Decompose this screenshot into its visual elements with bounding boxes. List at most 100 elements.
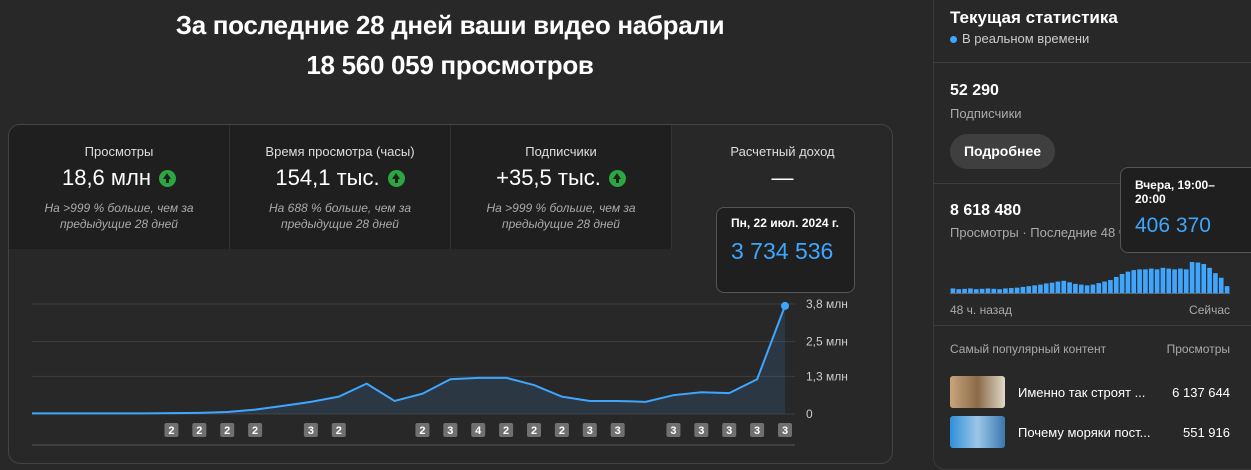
realtime-title: Текущая статистика — [950, 8, 1118, 27]
bar — [1090, 284, 1096, 293]
upload-count: 3 — [782, 425, 788, 437]
bar — [1218, 277, 1224, 293]
bar — [1073, 283, 1078, 293]
upload-marker — [694, 423, 709, 437]
video-thumbnail[interactable] — [950, 376, 1005, 408]
upload-marker — [471, 423, 486, 437]
top-content-metric: Просмотры — [1166, 342, 1230, 356]
tab-label: Время просмотра (часы) — [265, 144, 415, 159]
video-thumbnail[interactable] — [950, 416, 1005, 448]
bar — [1032, 285, 1037, 293]
upload-marker — [443, 423, 458, 437]
bar — [1178, 268, 1183, 293]
realtime-tooltip: Вчера, 19:00–20:00 406 370 — [1120, 167, 1251, 253]
bar — [968, 288, 973, 293]
y-tick-label: 0 — [806, 407, 813, 421]
up-icon — [159, 169, 177, 187]
live-indicator: В реальном времени — [950, 31, 1089, 46]
tab-value: 18,6 млн — [61, 165, 152, 190]
video-title[interactable]: Почему моряки пост... — [1018, 425, 1151, 440]
bar — [1143, 269, 1148, 293]
tab[interactable]: Просмотры 18,6 млн На >999 % больше, чем… — [9, 125, 230, 249]
realtime-bars — [950, 262, 1230, 294]
bar — [985, 288, 991, 293]
bar — [1043, 283, 1049, 293]
upload-marker — [303, 423, 318, 437]
upload-count: 2 — [224, 425, 230, 437]
bar — [991, 288, 997, 293]
chart-tooltip: Пн, 22 июл. 2024 г. 3 734 536 — [716, 207, 855, 293]
views-label: Просмотры · Последние 48 ч. — [950, 225, 1130, 240]
upload-marker — [248, 423, 263, 437]
bar — [1189, 262, 1195, 293]
bar — [1113, 276, 1119, 293]
upload-marker — [220, 423, 235, 437]
bar — [1038, 284, 1043, 293]
video-views: 551 916 — [1183, 425, 1230, 440]
bar — [1014, 287, 1020, 293]
details-button[interactable]: Подробнее — [950, 134, 1055, 169]
tooltip-value: 406 370 — [1135, 214, 1211, 237]
bar — [956, 289, 962, 293]
up-icon — [608, 169, 626, 187]
bar — [1102, 281, 1107, 293]
bar — [1137, 269, 1142, 293]
y-tick-label: 2,5 млн — [806, 335, 848, 349]
video-title[interactable]: Именно так строят ... — [1018, 385, 1146, 400]
bar — [1125, 271, 1131, 293]
top-content-header: Самый популярный контент — [950, 342, 1107, 356]
bar — [1183, 269, 1189, 293]
bar — [1160, 267, 1166, 293]
upload-count: 3 — [698, 425, 704, 437]
up-icon — [387, 169, 405, 187]
separator — [933, 183, 1251, 184]
upload-marker — [722, 423, 737, 437]
upload-count: 4 — [475, 425, 482, 437]
y-tick-label: 3,8 млн — [806, 297, 848, 311]
upload-count: 2 — [196, 425, 202, 437]
tooltip-value: 3 734 536 — [731, 238, 834, 264]
tab-description: На >999 % больше, чем за предыдущие 28 д… — [486, 201, 636, 231]
bar — [1131, 270, 1137, 293]
upload-count: 3 — [447, 425, 453, 437]
upload-marker — [582, 423, 597, 437]
upload-marker — [499, 423, 514, 437]
tooltip-time: Вчера, 19:00–20:00 — [1135, 178, 1215, 206]
headline: За последние 28 дней ваши видео набрали — [175, 10, 725, 40]
bar — [1207, 267, 1212, 293]
upload-marker — [164, 423, 179, 437]
bar — [1003, 288, 1008, 293]
bar — [1148, 268, 1154, 293]
bar — [1166, 268, 1172, 293]
x-end-label: Сейчас — [1189, 303, 1230, 317]
bar — [1020, 286, 1026, 293]
bar — [1084, 285, 1090, 293]
upload-marker — [610, 423, 625, 437]
line — [32, 305, 786, 415]
upload-count: 2 — [168, 425, 174, 437]
bar — [973, 289, 979, 293]
area — [32, 305, 785, 414]
upload-count: 2 — [559, 425, 565, 437]
bar — [950, 288, 956, 293]
y-tick-label: 1,3 млн — [806, 369, 848, 383]
upload-count: 3 — [587, 425, 593, 437]
bar — [1026, 286, 1032, 293]
live-text: В реальном времени — [962, 31, 1090, 46]
upload-marker — [750, 423, 765, 437]
x-start-label: 48 ч. назад — [950, 303, 1012, 317]
upload-marker — [415, 423, 430, 437]
tab[interactable]: Время просмотра (часы) 154,1 тыс. На 688… — [230, 125, 451, 249]
bar — [1154, 269, 1160, 293]
tab[interactable]: Подписчики +35,5 тыс. На >999 % больше, … — [451, 125, 672, 249]
views-count: 8 618 480 — [950, 202, 1022, 219]
separator — [933, 62, 1251, 63]
bar — [1108, 280, 1113, 293]
bar — [997, 289, 1002, 293]
upload-count: 3 — [308, 425, 314, 437]
bar — [1172, 269, 1177, 293]
upload-count: 2 — [336, 425, 342, 437]
upload-count: 2 — [419, 425, 425, 437]
upload-count: 2 — [531, 425, 537, 437]
tab-label: Подписчики — [525, 144, 597, 159]
